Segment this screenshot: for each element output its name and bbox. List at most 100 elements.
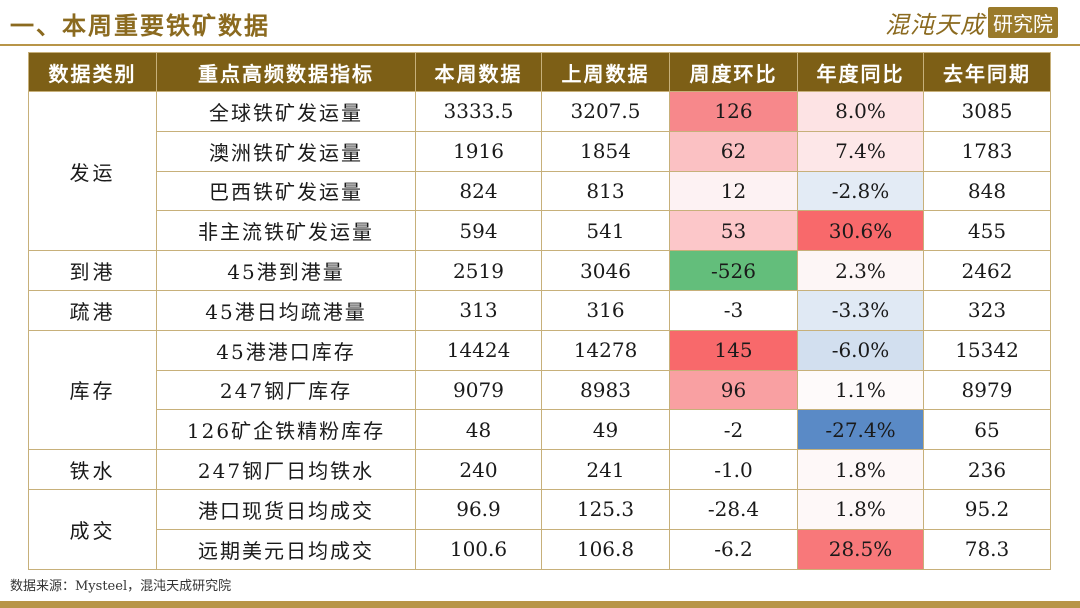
table-row: 成交 港口现货日均成交 96.9 125.3 -28.4 1.8% 95.2 — [28, 488, 1051, 570]
last-week-cell: 125.3 — [541, 488, 670, 530]
last-year-cell: 236 — [923, 449, 1051, 490]
yoy-cell: -2.8% — [797, 170, 924, 212]
brand-logo: 混沌天成 研究院 — [885, 6, 1058, 39]
last-week-cell: 316 — [541, 289, 670, 331]
indicator-cell: 远期美元日均成交 — [156, 528, 416, 570]
table-row: 澳洲铁矿发运量 1916 1854 62 7.4% 1783 — [29, 130, 1051, 172]
page-title: 一、本周重要铁矿数据 — [10, 12, 270, 40]
indicator-cell: 港口现货日均成交 — [156, 488, 416, 530]
data-source-note: 数据来源：Mysteel，混沌天成研究院 — [10, 579, 232, 594]
brand-logo-box: 研究院 — [988, 6, 1058, 38]
last-year-cell: 848 — [923, 170, 1051, 212]
indicator-cell: 247钢厂日均铁水 — [156, 449, 416, 490]
this-week-cell: 100.6 — [415, 528, 542, 570]
last-year-cell: 78.3 — [923, 528, 1051, 570]
column-header-this-week: 本周数据 — [415, 52, 542, 92]
last-week-cell: 3046 — [541, 250, 670, 291]
wow-cell: -526 — [669, 250, 798, 291]
table-header-row: 数据类别 重点高频数据指标 本周数据 上周数据 周度环比 年度同比 去年同期 — [28, 52, 1051, 92]
yoy-cell: -27.4% — [797, 409, 924, 451]
column-header-wow: 周度环比 — [669, 52, 798, 92]
this-week-cell: 240 — [415, 449, 542, 490]
table-row: 到港 45港到港量 2519 3046 -526 2.3% 2462 — [28, 250, 1051, 291]
indicator-cell: 45港港口库存 — [156, 329, 416, 371]
footer-bar — [0, 601, 1080, 608]
category-cell: 成交 — [28, 488, 157, 570]
last-year-cell: 8979 — [923, 369, 1051, 411]
yoy-cell: -3.3% — [797, 289, 924, 331]
indicator-cell: 非主流铁矿发运量 — [156, 210, 416, 252]
yoy-cell: 1.8% — [797, 449, 924, 490]
table-row: 247钢厂库存 9079 8983 96 1.1% 8979 — [29, 369, 1051, 411]
indicator-cell: 澳洲铁矿发运量 — [156, 130, 416, 172]
wow-cell: 126 — [669, 91, 798, 132]
last-year-cell: 65 — [923, 409, 1051, 451]
indicator-cell: 全球铁矿发运量 — [156, 91, 416, 132]
this-week-cell: 96.9 — [415, 488, 542, 530]
wow-cell: 145 — [669, 329, 798, 371]
last-week-cell: 541 — [541, 210, 670, 252]
yoy-cell: 28.5% — [797, 528, 924, 570]
table-row: 库存 45港港口库存 14424 14278 145 -6.0% 15342 — [28, 329, 1051, 451]
this-week-cell: 594 — [415, 210, 542, 252]
category-cell: 疏港 — [28, 289, 157, 331]
table-row: 远期美元日均成交 100.6 106.8 -6.2 28.5% 78.3 — [29, 528, 1051, 570]
category-cell: 库存 — [28, 329, 157, 451]
indicator-cell: 247钢厂库存 — [156, 369, 416, 411]
table-row: 发运 全球铁矿发运量 3333.5 3207.5 126 8.0% 3085 — [28, 90, 1051, 252]
wow-cell: 96 — [669, 369, 798, 411]
wow-cell: -2 — [669, 409, 798, 451]
wow-cell: -28.4 — [669, 488, 798, 530]
category-cell: 到港 — [28, 250, 157, 291]
indicator-cell: 126矿企铁精粉库存 — [156, 409, 416, 451]
indicator-cell: 巴西铁矿发运量 — [156, 170, 416, 212]
column-header-last-year: 去年同期 — [923, 52, 1051, 92]
this-week-cell: 9079 — [415, 369, 542, 411]
last-week-cell: 3207.5 — [541, 91, 670, 132]
table-row: 非主流铁矿发运量 594 541 53 30.6% 455 — [29, 210, 1051, 252]
table-row: 疏港 45港日均疏港量 313 316 -3 -3.3% 323 — [28, 289, 1051, 331]
yoy-cell: 1.8% — [797, 488, 924, 530]
last-week-cell: 106.8 — [541, 528, 670, 570]
table-row: 铁水 247钢厂日均铁水 240 241 -1.0 1.8% 236 — [28, 449, 1051, 490]
indicator-cell: 45港到港量 — [156, 250, 416, 291]
wow-cell: 62 — [669, 130, 798, 172]
table-row: 巴西铁矿发运量 824 813 12 -2.8% 848 — [29, 170, 1051, 212]
last-year-cell: 323 — [923, 289, 1051, 331]
yoy-cell: 7.4% — [797, 130, 924, 172]
last-week-cell: 1854 — [541, 130, 670, 172]
last-week-cell: 14278 — [541, 329, 670, 371]
wow-cell: -1.0 — [669, 449, 798, 490]
wow-cell: 12 — [669, 170, 798, 212]
last-year-cell: 455 — [923, 210, 1051, 252]
table-row: 126矿企铁精粉库存 48 49 -2 -27.4% 65 — [29, 409, 1051, 451]
iron-ore-data-table: 数据类别 重点高频数据指标 本周数据 上周数据 周度环比 年度同比 去年同期 发… — [28, 52, 1051, 570]
brand-logo-script: 混沌天成 — [885, 10, 985, 39]
indicator-cell: 45港日均疏港量 — [156, 289, 416, 331]
this-week-cell: 824 — [415, 170, 542, 212]
wow-cell: -6.2 — [669, 528, 798, 570]
yoy-cell: 1.1% — [797, 369, 924, 411]
category-cell: 铁水 — [28, 449, 157, 490]
last-week-cell: 241 — [541, 449, 670, 490]
column-header-category: 数据类别 — [28, 52, 157, 92]
this-week-cell: 1916 — [415, 130, 542, 172]
column-header-yoy: 年度同比 — [797, 52, 924, 92]
this-week-cell: 313 — [415, 289, 542, 331]
last-week-cell: 813 — [541, 170, 670, 212]
this-week-cell: 3333.5 — [415, 91, 542, 132]
table-body: 发运 全球铁矿发运量 3333.5 3207.5 126 8.0% 3085 澳洲铁矿发运量 1… — [28, 90, 1051, 570]
wow-cell: 53 — [669, 210, 798, 252]
this-week-cell: 14424 — [415, 329, 542, 371]
last-week-cell: 8983 — [541, 369, 670, 411]
page-header: 一、本周重要铁矿数据 混沌天成 研究院 — [0, 0, 1080, 46]
column-header-indicator: 重点高频数据指标 — [156, 52, 416, 92]
last-year-cell: 95.2 — [923, 488, 1051, 530]
last-year-cell: 3085 — [923, 91, 1051, 132]
yoy-cell: -6.0% — [797, 329, 924, 371]
yoy-cell: 2.3% — [797, 250, 924, 291]
category-cell: 发运 — [28, 90, 157, 252]
wow-cell: -3 — [669, 289, 798, 331]
this-week-cell: 48 — [415, 409, 542, 451]
column-header-last-week: 上周数据 — [541, 52, 670, 92]
